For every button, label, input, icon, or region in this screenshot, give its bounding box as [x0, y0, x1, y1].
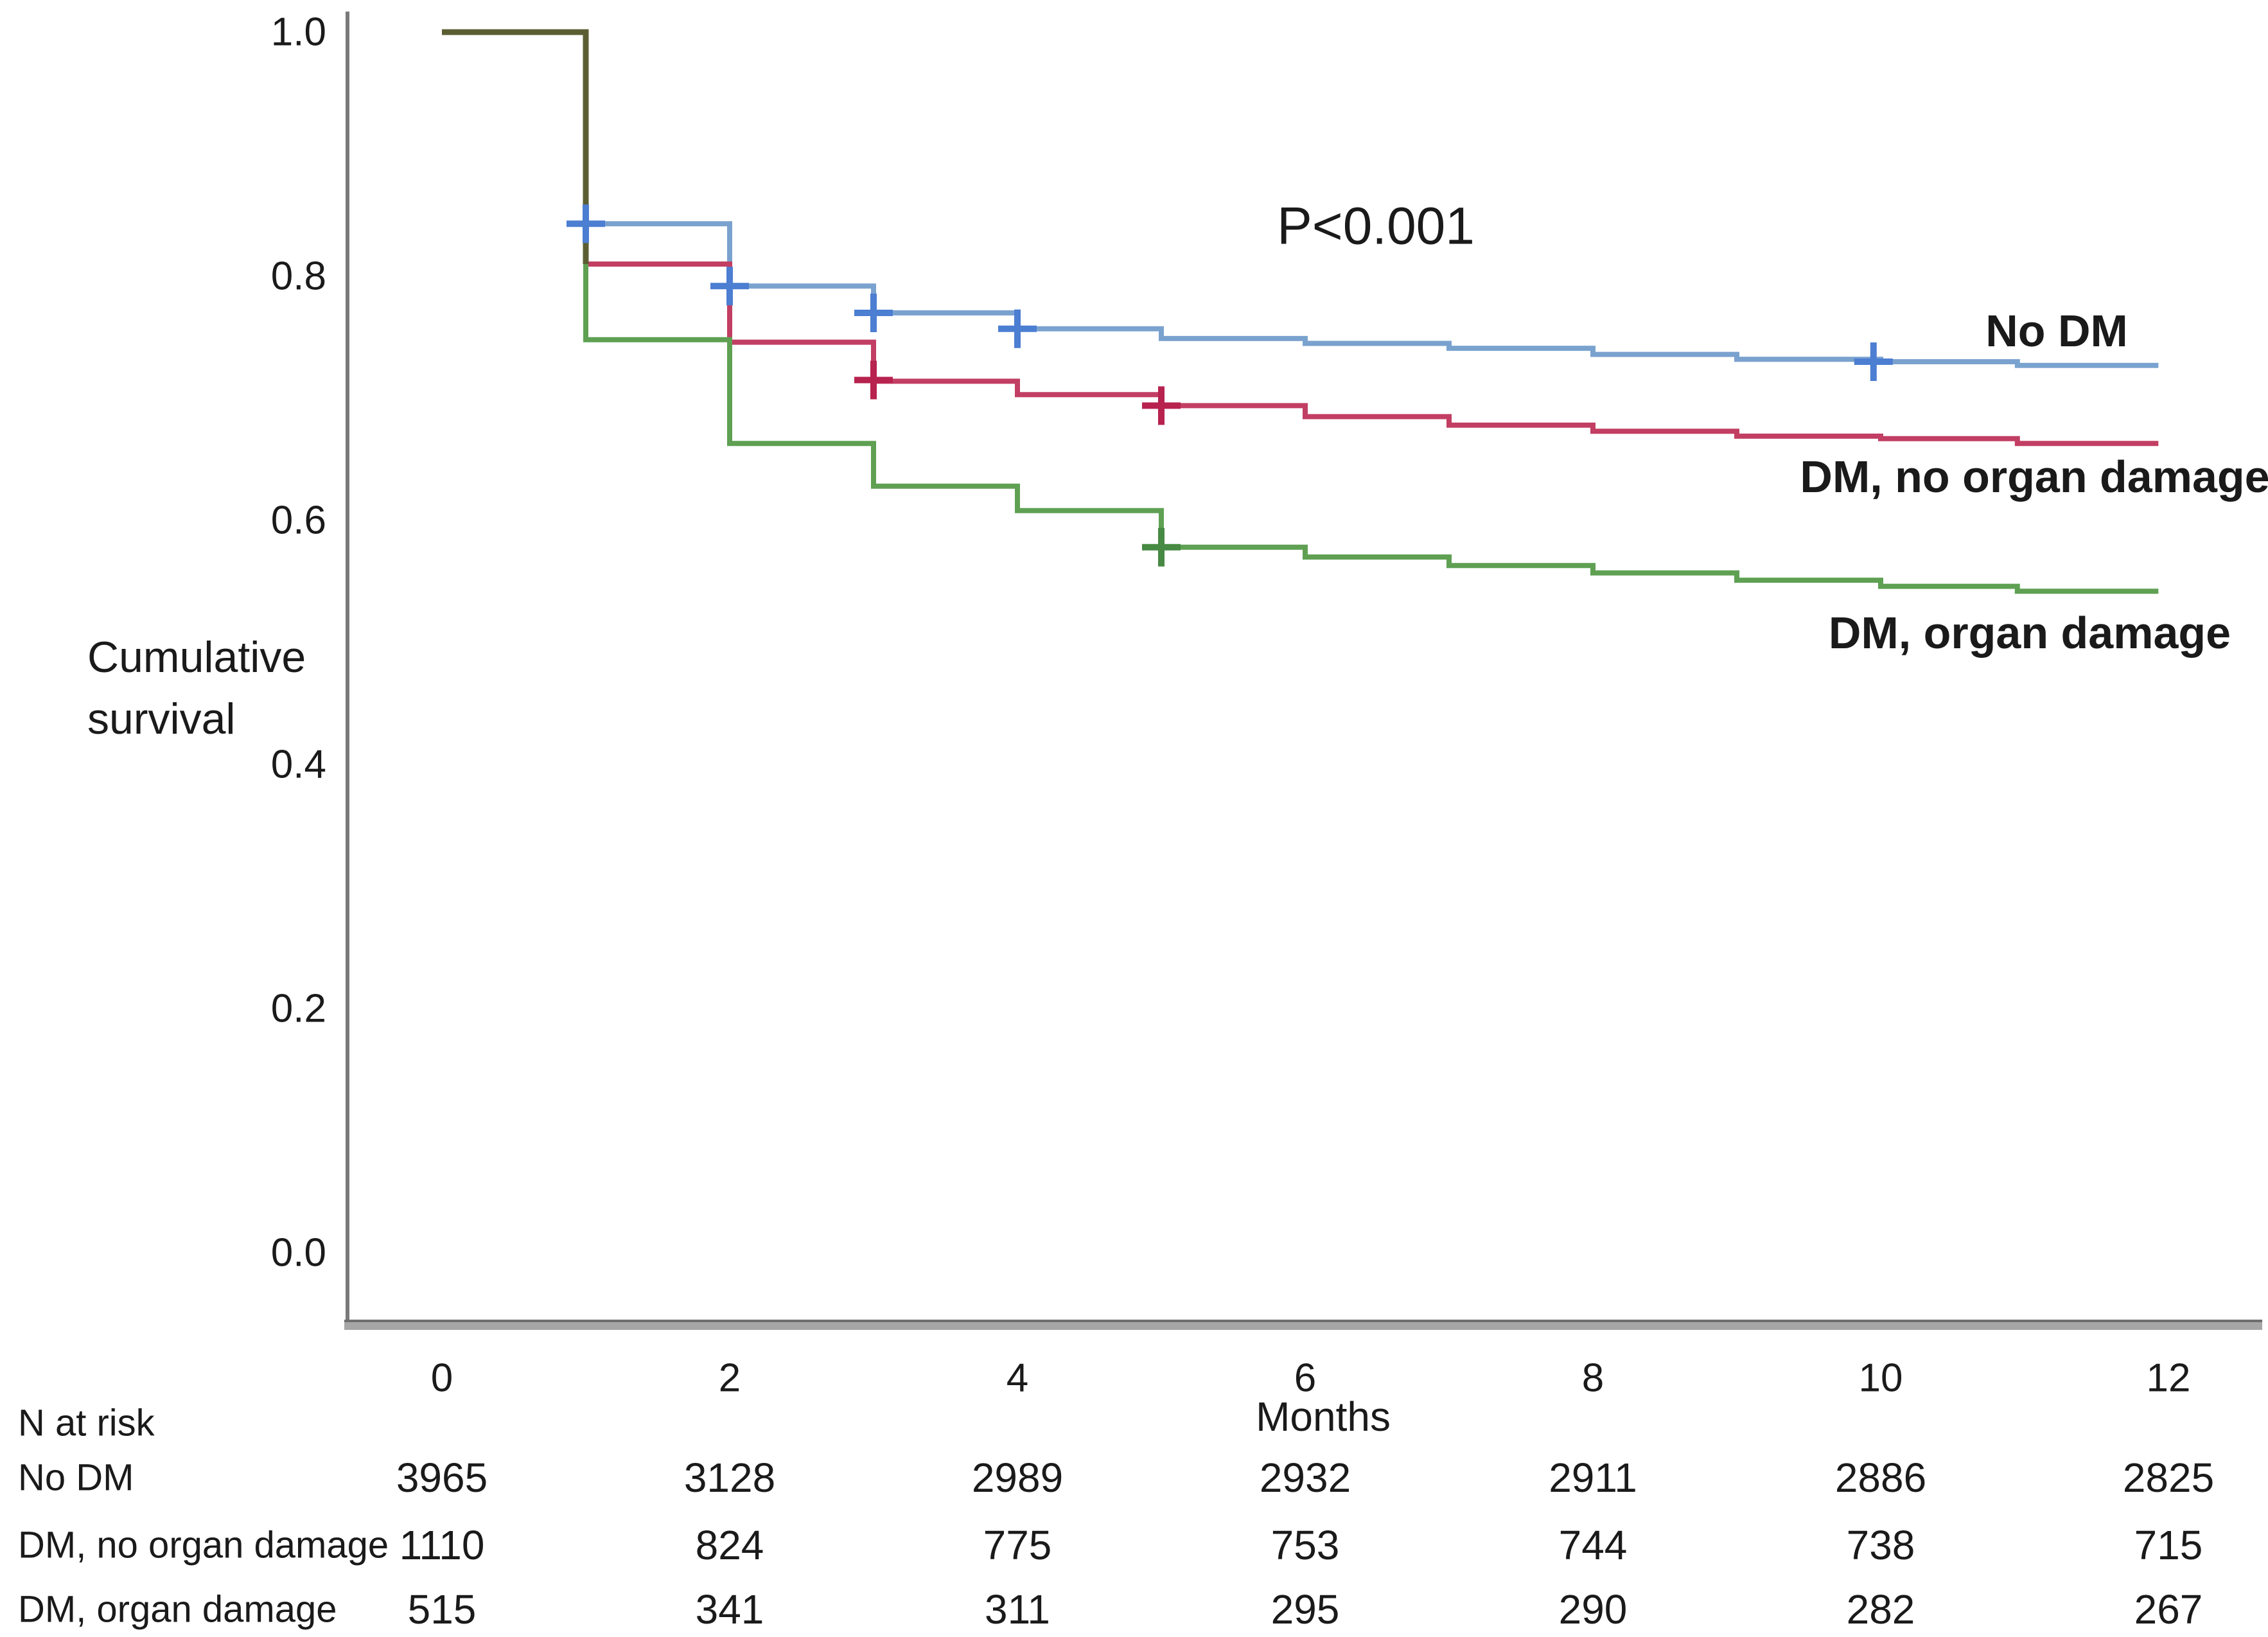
curve-overlap-segment: [442, 29, 589, 264]
risk-count: 744: [1559, 1522, 1628, 1568]
censor-mark-no_dm: [567, 204, 605, 243]
y-tick-label: 0.8: [271, 254, 326, 299]
risk-count: 2911: [1549, 1455, 1637, 1501]
risk-count: 753: [1271, 1522, 1340, 1568]
y-tick-label: 0.4: [271, 743, 326, 787]
censor-mark-dm_no_organ_damage: [1142, 386, 1181, 425]
censor-marks: [567, 204, 1893, 567]
censor-mark-no_dm: [710, 267, 749, 306]
y-tick-label: 0.6: [271, 499, 326, 543]
censor-mark-no_dm: [1854, 342, 1893, 381]
risk-row-label-dm-no-organ-damage: DM, no organ damage: [18, 1525, 389, 1566]
p-value-annotation: P<0.001: [1277, 197, 1475, 256]
risk-count: 3128: [684, 1455, 775, 1501]
x-tick-label: 2: [719, 1356, 741, 1401]
axes: [344, 12, 2262, 1330]
risk-table-title: N at risk: [18, 1403, 155, 1444]
x-tick-label: 8: [1582, 1356, 1604, 1401]
curve-dm_no_organ_damage: [442, 30, 2159, 447]
x-tick-label: 10: [1859, 1356, 1903, 1401]
risk-count: 824: [696, 1522, 764, 1568]
risk-count: 775: [983, 1522, 1052, 1568]
risk-count: 282: [1847, 1586, 1915, 1633]
risk-count: 2989: [972, 1455, 1063, 1501]
risk-count: 2886: [1835, 1455, 1926, 1501]
x-tick-label: 6: [1294, 1356, 1316, 1401]
y-axis-title-line1: Cumulative: [87, 633, 306, 682]
censor-mark-no_dm: [998, 309, 1037, 348]
curve-label-no-dm: No DM: [1985, 306, 2128, 356]
y-tick-label: 1.0: [271, 10, 326, 55]
risk-count: 3965: [396, 1455, 488, 1501]
risk-count: 311: [985, 1586, 1050, 1633]
risk-count: 341: [696, 1586, 764, 1633]
censor-mark-dm_no_organ_damage: [854, 360, 893, 400]
risk-row-label-no-dm: No DM: [18, 1457, 134, 1499]
y-axis-title-line2: survival: [87, 695, 236, 743]
x-tick-label: 4: [1007, 1356, 1028, 1401]
x-tick-label: 12: [2147, 1356, 2191, 1401]
y-tick-label: 0.2: [271, 987, 326, 1031]
y-tick-label: 0.0: [271, 1231, 326, 1275]
risk-count: 290: [1559, 1586, 1628, 1633]
y-tick-labels: 1.0 0.8 0.6 0.4 0.2 0.0: [271, 10, 326, 1275]
survival-curves: [442, 29, 2159, 594]
curve-label-dm-organ-damage: DM, organ damage: [1829, 608, 2231, 658]
x-tick-label: 0: [431, 1356, 453, 1401]
x-axis-title: Months: [1256, 1394, 1391, 1440]
curve-label-dm-no-organ-damage: DM, no organ damage: [1800, 452, 2268, 502]
censor-mark-no_dm: [854, 294, 893, 332]
censor-mark-dm_organ_damage: [1142, 527, 1181, 567]
risk-count: 1110: [400, 1522, 485, 1568]
risk-table-counts: 3965 3128 2989 2932 2911 2886 2825 1110 824 775 75…: [396, 1455, 2214, 1633]
risk-count: 2932: [1260, 1455, 1351, 1501]
x-tick-labels: 0 2 4 6 8 10 12: [431, 1356, 2191, 1401]
risk-count: 738: [1847, 1522, 1915, 1568]
risk-count: 295: [1271, 1586, 1340, 1633]
risk-count: 515: [408, 1586, 477, 1633]
risk-count: 267: [2134, 1586, 2203, 1633]
risk-count: 2825: [2123, 1455, 2214, 1501]
curve-dm_organ_damage: [442, 30, 2159, 594]
risk-row-label-dm-organ-damage: DM, organ damage: [18, 1589, 337, 1631]
risk-count: 715: [2134, 1522, 2203, 1568]
